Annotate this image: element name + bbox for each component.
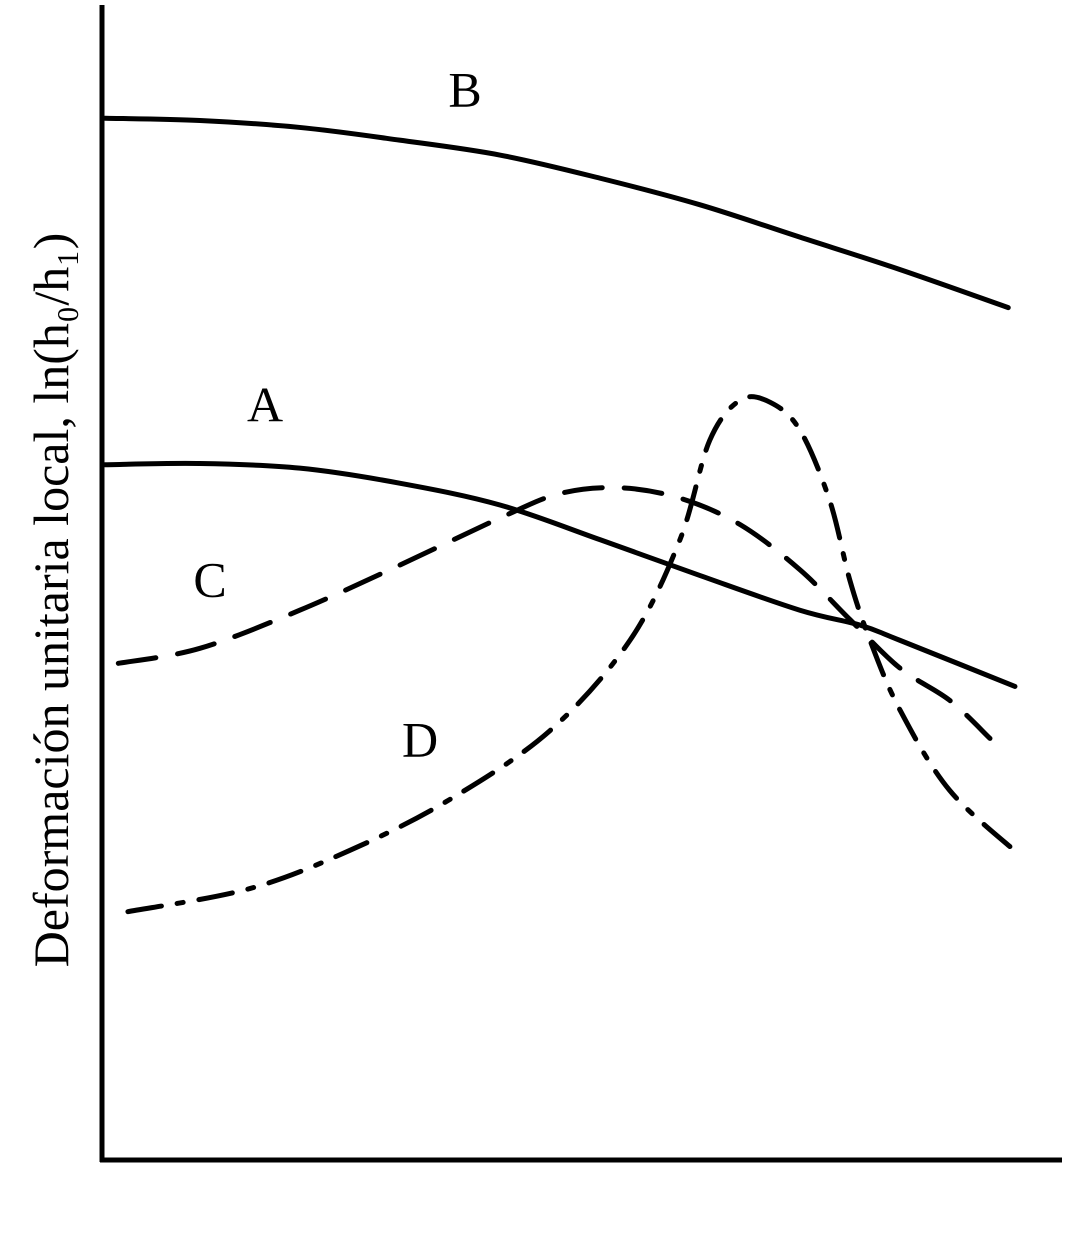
series-line [102, 115, 1011, 311]
y-axis-label: Deformación unitaria local, ln(h₀/h₁) [23, 233, 79, 968]
series-line [115, 485, 993, 741]
series-line [125, 394, 1023, 915]
series-line [102, 460, 1018, 689]
series-label: C [193, 551, 226, 607]
series-label: A [247, 376, 283, 432]
series-label: B [448, 61, 481, 117]
series-label: D [402, 711, 438, 767]
